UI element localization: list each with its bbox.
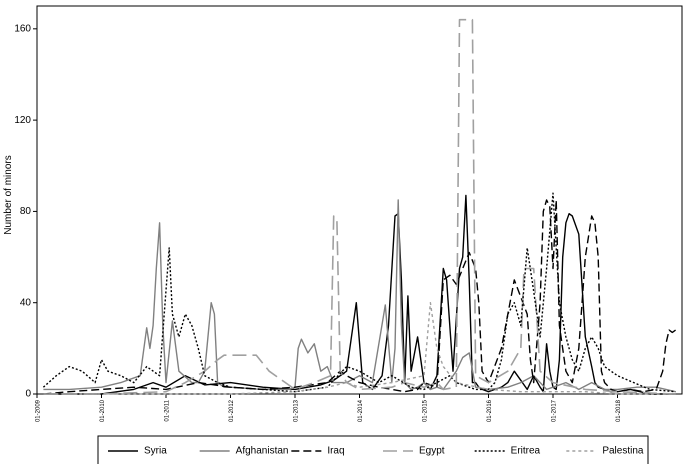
- legend-label: Egypt: [419, 446, 445, 457]
- legend-label: Afghanistan: [236, 446, 289, 457]
- y-tick-label: 40: [20, 297, 32, 308]
- y-tick-label: 0: [25, 389, 31, 400]
- legend: Syria Afghanistan Iraq Egypt Eritrea Palestin…: [97, 435, 649, 464]
- legend-label: Palestina: [602, 446, 644, 457]
- x-tick-label: 01-2010: [100, 399, 106, 422]
- x-tick-label: 01-2011: [165, 399, 171, 421]
- y-tick-label: 80: [20, 206, 32, 217]
- x-tick-label: 01-2013: [294, 399, 300, 422]
- legend-box: [97, 435, 649, 464]
- x-tick-label: 01-2014: [358, 399, 364, 422]
- series-line-syria: [43, 194, 676, 395]
- x-tick-label: 01-2018: [616, 399, 622, 422]
- series-line-iraq: [43, 199, 677, 395]
- x-tick-label: 01-2009: [36, 399, 42, 422]
- series-line-eritrea: [42, 192, 676, 393]
- plot-frame: [36, 5, 683, 395]
- y-axis-title: Number of minors: [3, 155, 14, 234]
- legend-label: Eritrea: [511, 446, 541, 457]
- x-tick-label: 01-2016: [487, 399, 493, 422]
- legend-label: Iraq: [327, 446, 344, 457]
- x-tick-label: 01-2017: [552, 399, 558, 422]
- x-axis: 01-2009 01-2010 01-2011 01-2012 01-2013 01-20…: [36, 394, 622, 422]
- y-axis: 0 40 80 120 160: [14, 23, 37, 400]
- x-tick-label: 01-2015: [423, 399, 429, 422]
- series-lines: [42, 18, 677, 395]
- plot-area: [36, 5, 683, 395]
- y-tick-label: 160: [14, 23, 31, 34]
- series-line-egypt: [43, 18, 676, 395]
- x-tick-label: 01-2012: [229, 399, 235, 422]
- y-tick-label: 120: [14, 115, 31, 126]
- legend-label: Syria: [144, 446, 167, 457]
